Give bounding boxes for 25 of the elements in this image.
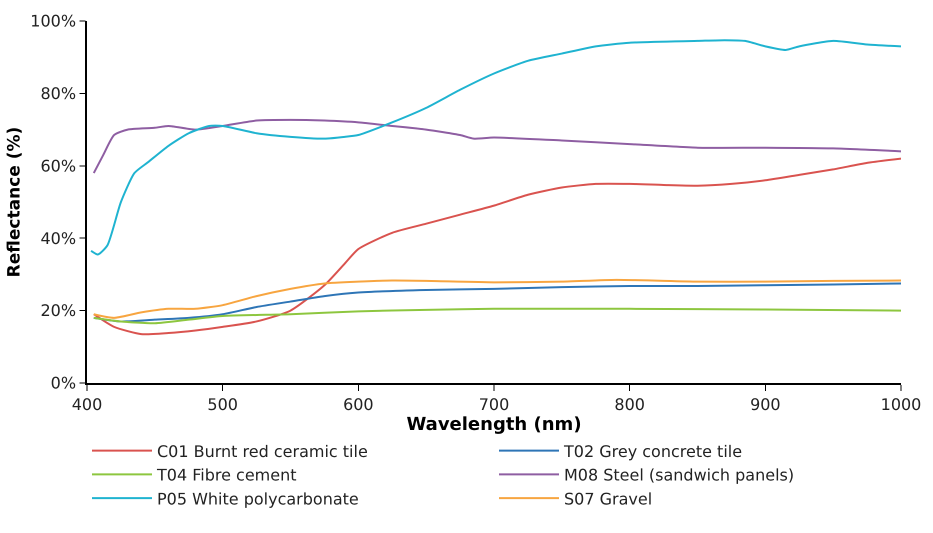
y-tick-label: 0% [50, 374, 76, 393]
legend-label: T02 Grey concrete tile [563, 442, 742, 461]
y-tick-label: 40% [40, 228, 76, 248]
x-tick-label: 1000 [880, 394, 922, 414]
legend-label: P05 White polycarbonate [157, 489, 359, 508]
x-tick-label: 500 [207, 394, 238, 414]
line-series [92, 118, 901, 174]
legend-label: M08 Steel (sandwich panels) [564, 466, 794, 485]
x-tick-label: 400 [72, 394, 102, 414]
y-axis-title: Reflectance (%) [4, 126, 24, 278]
line-series [92, 308, 901, 324]
x-tick-label: 600 [343, 394, 374, 414]
y-tick-label: 20% [40, 301, 76, 320]
legend-label: C01 Burnt red ceramic tile [157, 442, 368, 461]
x-tick-label: 700 [478, 394, 510, 414]
y-tick-label: 100% [30, 12, 76, 31]
y-tick-label: 80% [40, 84, 76, 103]
x-tick-label: 900 [750, 394, 781, 414]
legend-label: T04 Fibre cement [156, 466, 296, 485]
legend-label: S07 Gravel [564, 489, 652, 508]
x-axis-title: Wavelength (nm) [406, 414, 582, 435]
y-tick-label: 60% [40, 156, 76, 176]
line-series [92, 158, 901, 336]
x-tick-label: 800 [614, 394, 645, 414]
line-series [90, 39, 901, 256]
